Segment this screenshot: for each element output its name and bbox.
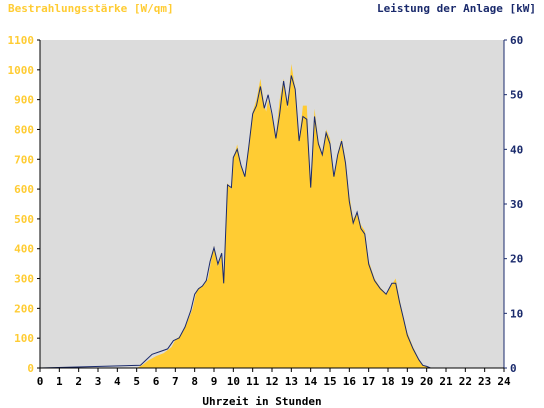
right-tick-label: 0 xyxy=(510,362,517,375)
x-tick-label: 0 xyxy=(37,375,44,388)
left-tick-label: 0 xyxy=(27,362,34,375)
x-tick-label: 2 xyxy=(75,375,82,388)
right-axis-title: Leistung der Anlage [kW] xyxy=(377,2,536,15)
x-tick-label: 14 xyxy=(304,375,318,388)
x-tick-label: 1 xyxy=(56,375,63,388)
x-tick-label: 17 xyxy=(362,375,375,388)
x-axis-title: Uhrzeit in Stunden xyxy=(202,395,321,408)
left-tick-label: 700 xyxy=(14,153,34,166)
x-tick-label: 6 xyxy=(153,375,160,388)
left-tick-label: 600 xyxy=(14,183,34,196)
right-tick-label: 20 xyxy=(510,253,523,266)
x-tick-label: 11 xyxy=(246,375,260,388)
left-tick-label: 1000 xyxy=(8,64,35,77)
x-tick-label: 4 xyxy=(114,375,121,388)
left-tick-label: 800 xyxy=(14,123,34,136)
x-tick-label: 15 xyxy=(323,375,336,388)
right-tick-label: 10 xyxy=(510,307,523,320)
x-tick-label: 22 xyxy=(459,375,472,388)
x-tick-label: 19 xyxy=(401,375,414,388)
right-tick-label: 30 xyxy=(510,198,523,211)
left-tick-label: 300 xyxy=(14,273,34,286)
x-tick-label: 8 xyxy=(191,375,198,388)
x-tick-label: 23 xyxy=(478,375,491,388)
x-tick-label: 21 xyxy=(439,375,453,388)
x-tick-label: 9 xyxy=(211,375,218,388)
x-tick-label: 10 xyxy=(227,375,240,388)
left-tick-label: 200 xyxy=(14,302,34,315)
x-tick-label: 13 xyxy=(285,375,298,388)
left-tick-label: 500 xyxy=(14,213,34,226)
series-power-line xyxy=(39,75,504,369)
x-tick-label: 24 xyxy=(497,375,511,388)
left-tick-label: 1100 xyxy=(8,34,35,47)
x-tick-label: 18 xyxy=(381,375,394,388)
left-axis-title: Bestrahlungsstärke [W/qm] xyxy=(8,2,174,15)
right-tick-label: 40 xyxy=(510,143,523,156)
x-tick-label: 7 xyxy=(172,375,179,388)
x-tick-label: 16 xyxy=(343,375,357,388)
x-tick-label: 12 xyxy=(265,375,278,388)
left-tick-label: 900 xyxy=(14,94,34,107)
right-tick-label: 60 xyxy=(510,34,523,47)
left-tick-label: 400 xyxy=(14,243,34,256)
right-tick-label: 50 xyxy=(510,89,523,102)
x-tick-label: 20 xyxy=(420,375,433,388)
series-irradiance-area xyxy=(40,63,504,369)
x-tick-label: 3 xyxy=(95,375,102,388)
left-tick-label: 100 xyxy=(14,332,34,345)
x-tick-label: 5 xyxy=(133,375,140,388)
